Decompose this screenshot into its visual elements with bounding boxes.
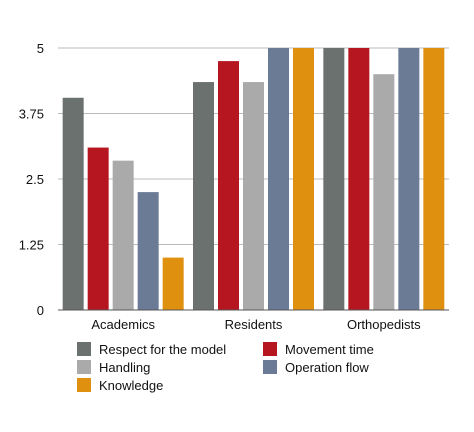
bars <box>62 48 445 310</box>
y-tick-label: 1.25 <box>19 238 44 253</box>
bar <box>243 82 264 310</box>
bar <box>293 48 314 310</box>
bar <box>112 160 134 310</box>
bar <box>268 48 289 310</box>
legend-item: Operation flow <box>263 360 369 375</box>
y-tick-label: 3.75 <box>19 107 44 122</box>
legend-label: Handling <box>99 360 150 375</box>
x-category-label: Residents <box>225 317 283 332</box>
legend-item: Knowledge <box>77 378 163 393</box>
legend-swatch <box>77 360 91 374</box>
bar <box>218 61 239 310</box>
legend-item: Respect for the model <box>77 342 226 357</box>
x-category-label: Orthopedists <box>347 317 421 332</box>
legend-swatch <box>77 342 91 356</box>
x-axis-categories: Academics Residents Orthopedists <box>91 317 421 332</box>
bar <box>423 48 445 310</box>
y-tick-label: 0 <box>37 303 44 318</box>
x-category-label: Academics <box>91 317 155 332</box>
legend-label: Knowledge <box>99 378 163 393</box>
bar <box>193 82 214 310</box>
legend: Respect for the model Movement time Handli… <box>77 342 374 393</box>
bar <box>62 97 84 310</box>
bar <box>137 192 159 310</box>
bar <box>162 257 184 310</box>
legend-label: Respect for the model <box>99 342 226 357</box>
legend-label: Movement time <box>285 342 374 357</box>
bar <box>87 147 109 310</box>
bar <box>373 74 395 310</box>
y-axis-ticks: 0 1.25 2.5 3.75 5 <box>19 41 44 318</box>
legend-item: Movement time <box>263 342 374 357</box>
bar <box>323 48 345 310</box>
bar <box>398 48 420 310</box>
legend-swatch <box>263 360 277 374</box>
legend-label: Operation flow <box>285 360 369 375</box>
legend-swatch <box>77 378 91 392</box>
legend-item: Handling <box>77 360 150 375</box>
legend-swatch <box>263 342 277 356</box>
y-tick-label: 2.5 <box>26 172 44 187</box>
bar <box>348 48 370 310</box>
y-tick-label: 5 <box>37 41 44 56</box>
